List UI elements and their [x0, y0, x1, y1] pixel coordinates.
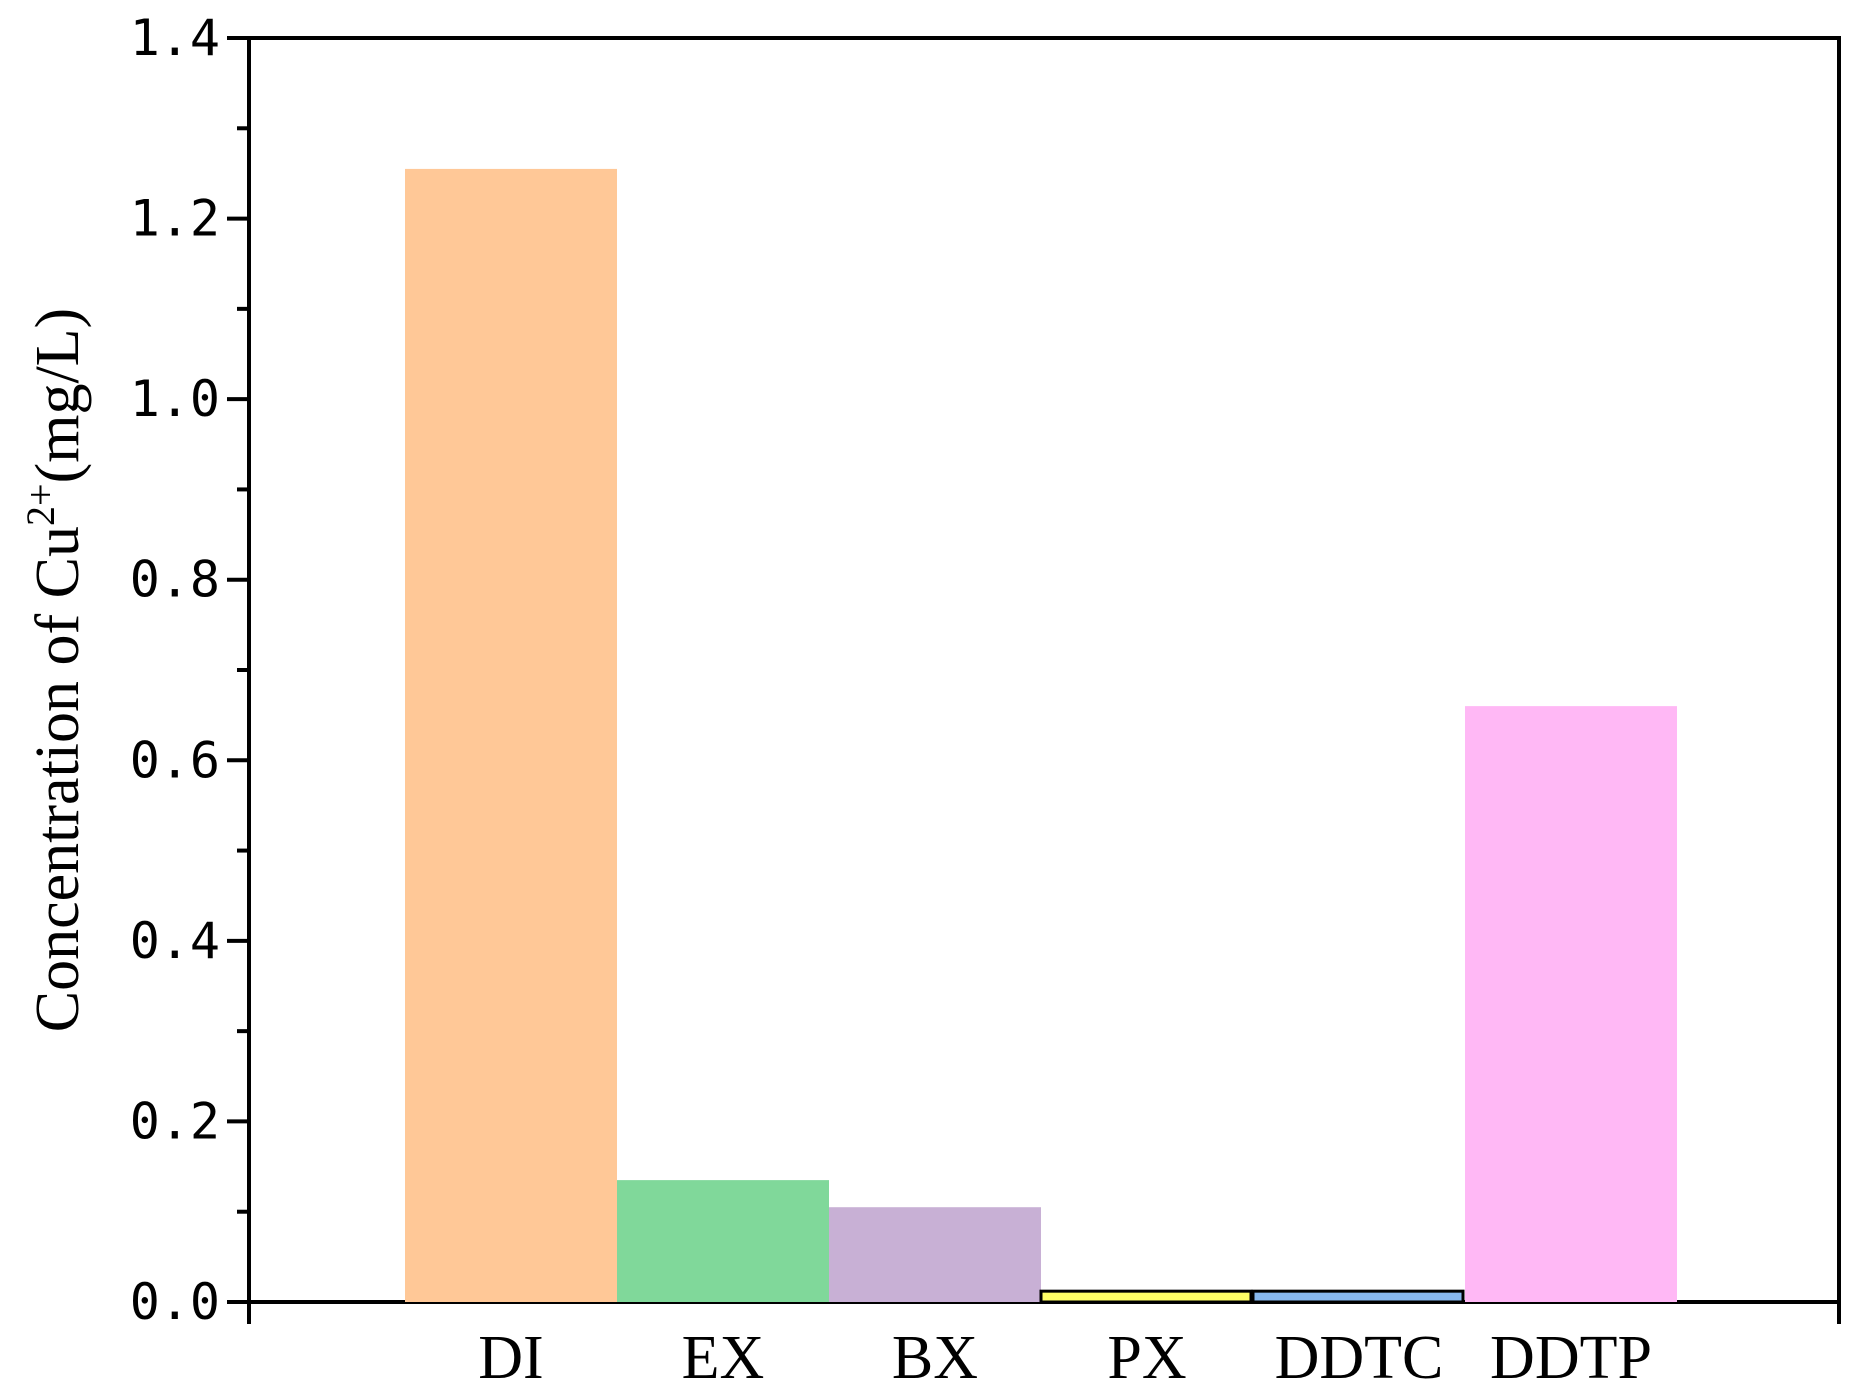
y-tick-label: 0.6	[130, 731, 220, 789]
bar-px	[1039, 1289, 1253, 1304]
y-axis-title-suffix: (mg/L)	[24, 308, 92, 484]
x-tick-label-ddtp: DDTP	[1490, 1324, 1652, 1392]
bar-di	[405, 168, 617, 1302]
x-tick-label-px: PX	[1107, 1324, 1186, 1392]
y-axis-title-superscript: 2+	[18, 483, 63, 526]
y-axis: 0.0 0.2 0.4 0.6 0.8 1.0 1.2 1.4	[130, 9, 249, 1331]
y-tick-label: 1.2	[130, 190, 220, 248]
bar-bx	[829, 1207, 1041, 1302]
y-tick-label: 0.4	[130, 912, 220, 970]
bar-ddtp	[1465, 706, 1677, 1302]
y-axis-title-prefix: Concentration of Cu	[24, 526, 92, 1032]
x-tick-label-di: DI	[478, 1324, 543, 1392]
bars-group	[405, 168, 1677, 1304]
bar-ex	[617, 1180, 829, 1302]
y-tick-label: 0.8	[130, 551, 220, 609]
y-tick-label: 1.0	[130, 370, 220, 428]
y-axis-title: Concentration of Cu2+(mg/L)	[18, 308, 92, 1032]
x-tick-label-bx: BX	[892, 1324, 978, 1392]
y-tick-label: 0.2	[130, 1092, 220, 1150]
bar-ddtc	[1251, 1289, 1465, 1304]
x-tick-label-ex: EX	[682, 1324, 765, 1392]
x-axis: DI EX BX PX DDTC DDTP	[247, 1302, 1841, 1392]
x-tick-label-ddtc: DDTC	[1275, 1324, 1444, 1392]
y-tick-label: 1.4	[130, 9, 220, 67]
y-tick-label: 0.0	[130, 1273, 220, 1331]
